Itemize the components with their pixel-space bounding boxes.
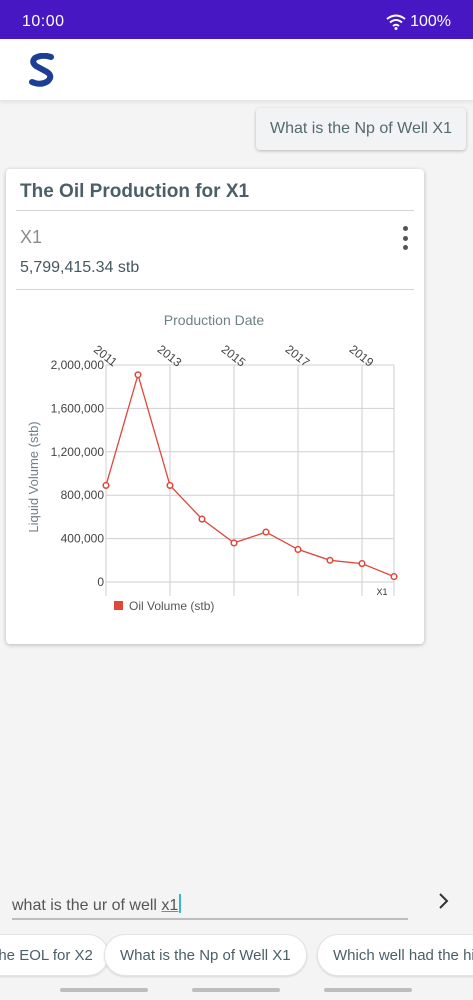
well-value: 5,799,415.34 stb: [20, 259, 140, 276]
y-tick-label: 1,200,000: [51, 445, 105, 459]
data-point[interactable]: [358, 560, 366, 568]
nav-gesture-bar[interactable]: [60, 988, 148, 992]
legend-label: Oil Volume (stb): [129, 599, 214, 613]
series-end-label: X1: [376, 587, 387, 597]
y-tick-label: 800,000: [61, 488, 105, 502]
input-underline: [12, 918, 408, 920]
user-message-bubble: What is the Np of Well X1: [256, 108, 466, 150]
y-tick-label: 1,600,000: [51, 401, 105, 415]
y-tick-label: 400,000: [61, 532, 105, 546]
suggestion-chip[interactable]: What is the EOL for X2: [0, 934, 109, 976]
wifi-icon: [386, 14, 406, 30]
card-divider: [16, 210, 414, 211]
production-chart: Production Date 2011 2013 2015 2017 2019 2,0…: [6, 299, 424, 629]
card-divider: [16, 289, 414, 290]
data-point[interactable]: [166, 481, 174, 489]
status-indicators: 100%: [386, 13, 451, 31]
text-caret: [179, 894, 182, 913]
send-button[interactable]: [432, 889, 456, 917]
data-point[interactable]: [102, 481, 110, 489]
chevron-right-icon: [438, 892, 450, 915]
nav-gesture-bar[interactable]: [192, 988, 280, 992]
suggestion-chip[interactable]: Which well had the highest: [317, 934, 473, 976]
y-tick-label: 0: [97, 575, 104, 589]
data-point[interactable]: [294, 545, 302, 553]
response-card: The Oil Production for X1 X1 5,799,415.3…: [6, 169, 424, 644]
data-point[interactable]: [134, 371, 142, 379]
suggestion-chips: What is the EOL for X2 What is the Np of…: [0, 934, 473, 978]
chart-svg: Production Date 2011 2013 2015 2017 2019 2,0…: [26, 312, 398, 613]
y-axis-label: Liquid Volume (stb): [26, 421, 41, 532]
data-point[interactable]: [198, 515, 206, 523]
nav-gesture-bar[interactable]: [324, 988, 412, 992]
input-text-prefix: what is the ur of well: [12, 897, 162, 914]
data-point[interactable]: [326, 556, 334, 564]
chart-legend[interactable]: Oil Volume (stb): [114, 599, 214, 613]
series-line: [105, 372, 395, 578]
chart-title: Production Date: [164, 312, 265, 328]
card-title: The Oil Production for X1: [20, 181, 250, 202]
status-bar: 10:00 100%: [0, 0, 473, 39]
app-logo[interactable]: [29, 52, 55, 92]
well-name: X1: [20, 227, 43, 247]
battery-level: 100%: [410, 13, 451, 30]
data-point[interactable]: [390, 573, 398, 581]
input-text-suffix: x1: [161, 897, 179, 914]
more-vertical-icon[interactable]: [400, 226, 410, 250]
suggestion-chip[interactable]: What is the Np of Well X1: [104, 934, 307, 976]
app-header: [0, 39, 473, 101]
status-time: 10:00: [22, 13, 65, 30]
data-point[interactable]: [230, 539, 238, 547]
message-input-value[interactable]: what is the ur of well x1: [12, 894, 182, 915]
message-input[interactable]: what is the ur of well x1: [12, 888, 408, 920]
data-point[interactable]: [262, 528, 270, 536]
legend-swatch: [114, 601, 123, 610]
y-tick-label: 2,000,000: [51, 358, 105, 372]
